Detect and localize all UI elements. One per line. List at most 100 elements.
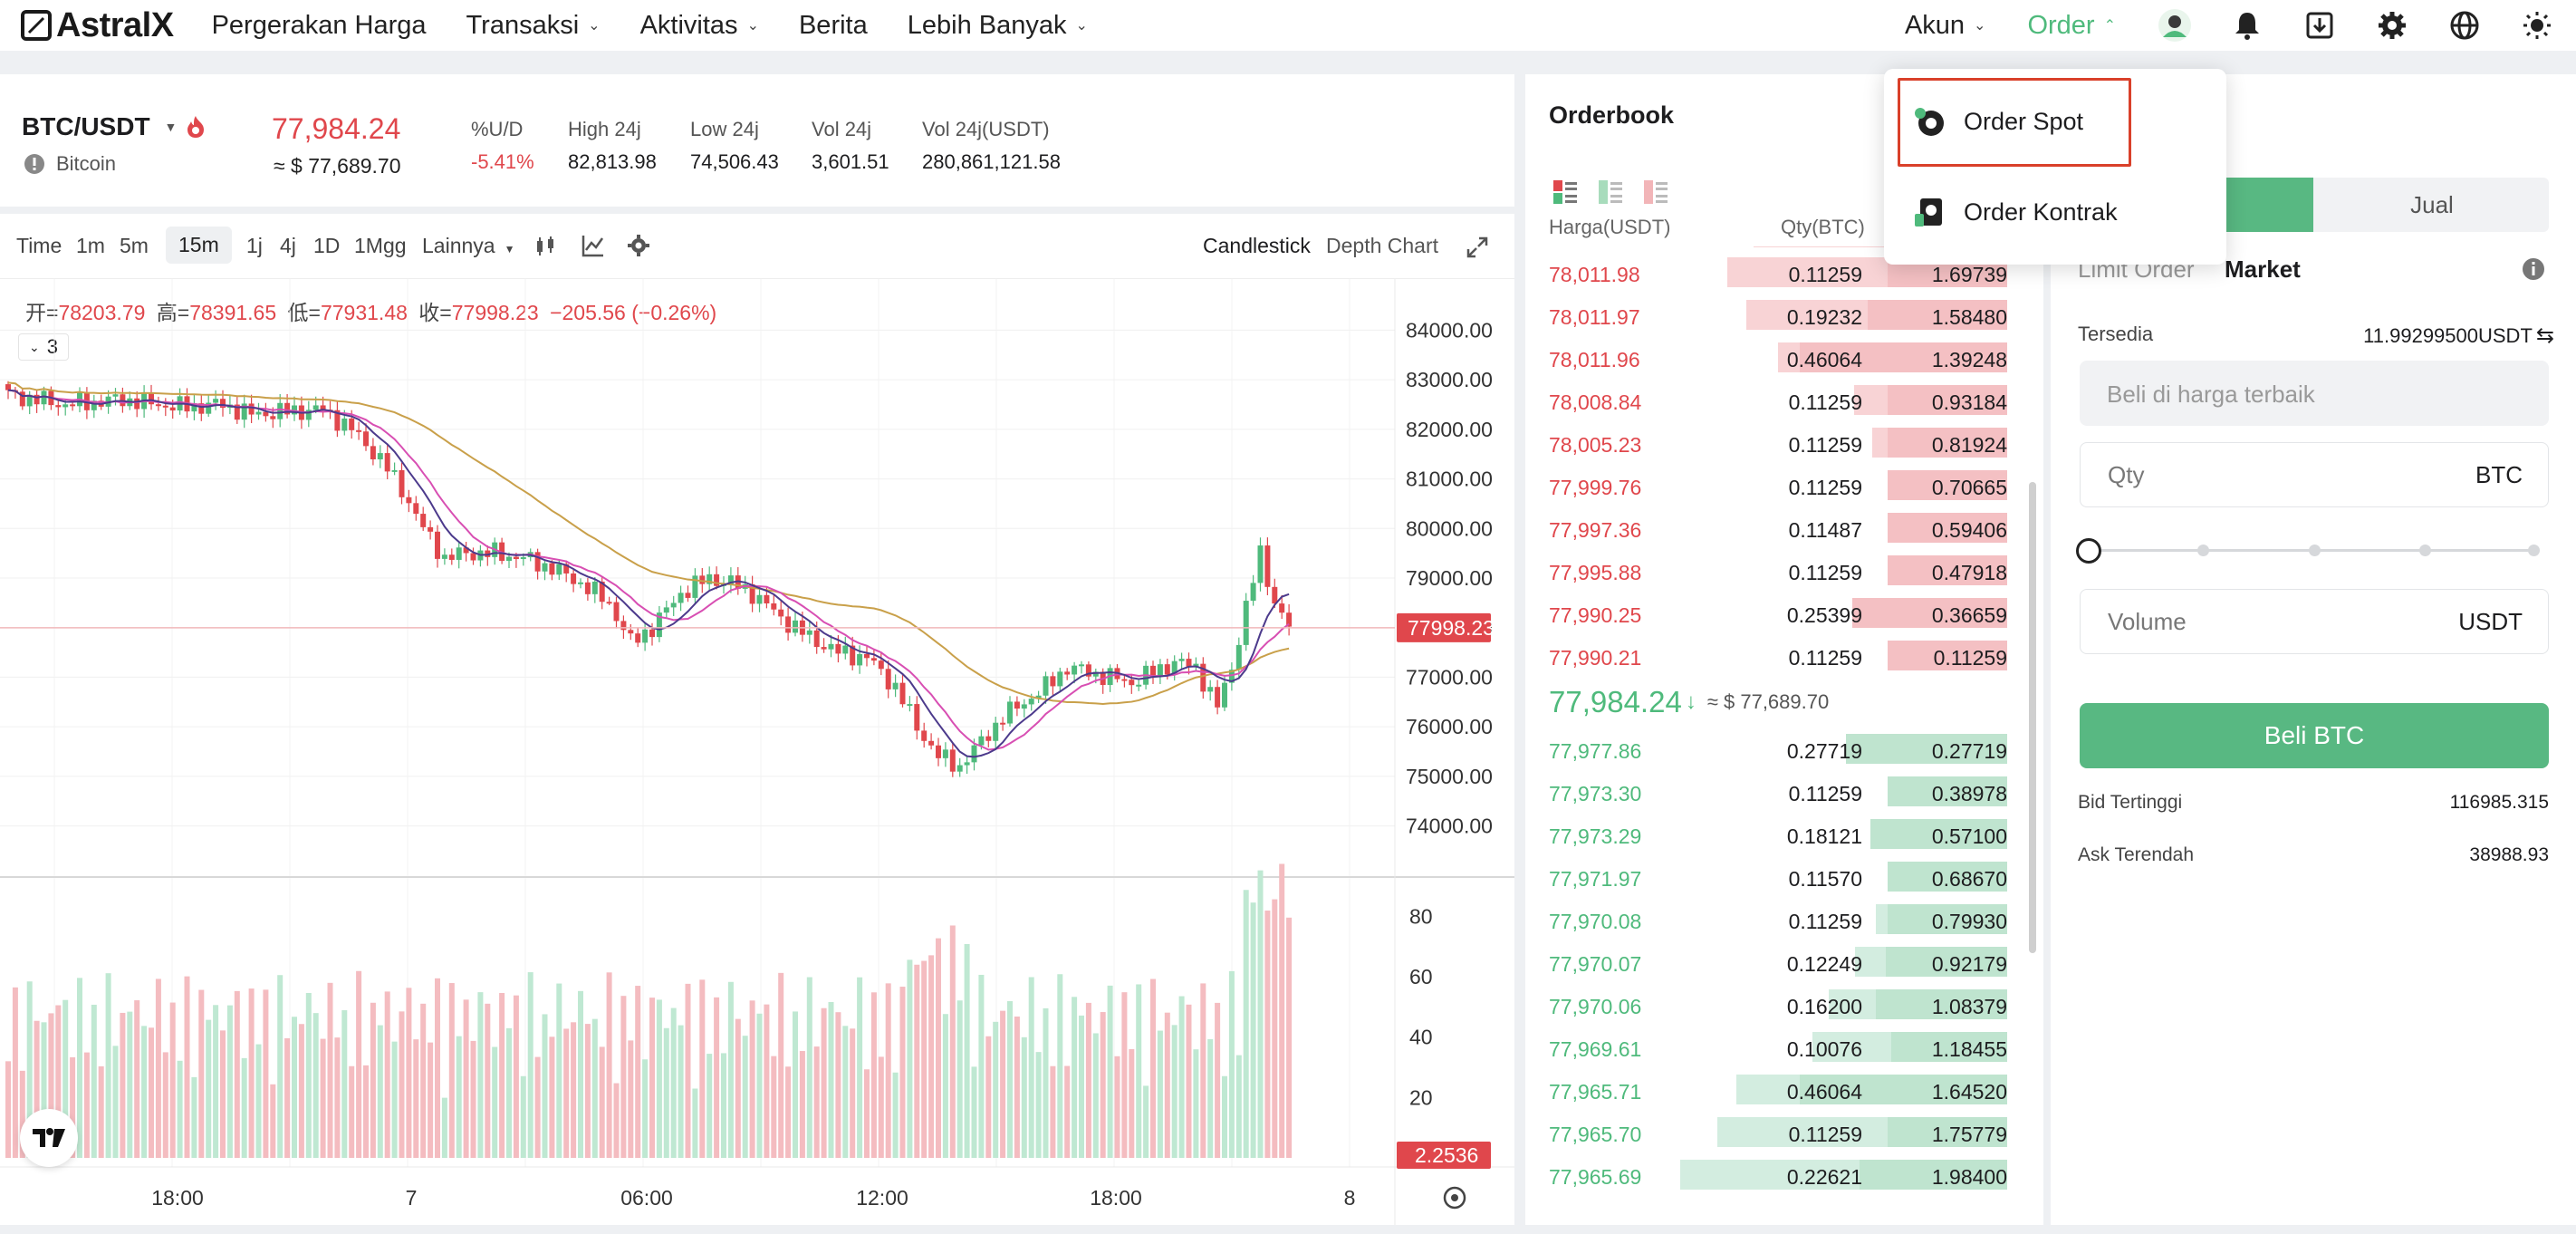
orderbook-asks-icon[interactable]: [1643, 179, 1668, 205]
volume-input[interactable]: Volume USDT: [2080, 589, 2549, 654]
pair-selector[interactable]: BTC/USDT ▼: [22, 112, 206, 141]
menu-item-order-kontrak[interactable]: Order Kontrak: [1884, 167, 2226, 257]
tradingview-logo[interactable]: [20, 1109, 78, 1167]
candle-body: [26, 394, 33, 407]
orderbook-bids-icon[interactable]: [1598, 179, 1623, 205]
ask-row[interactable]: [1525, 246, 2043, 253]
avatar[interactable]: [2158, 8, 2192, 43]
volume-bar: [220, 1030, 226, 1158]
depth-chart-tab[interactable]: Depth Chart: [1326, 234, 1439, 257]
logo[interactable]: AstralX: [20, 6, 174, 45]
candle-body: [578, 582, 583, 584]
indicator-toggle[interactable]: ⌄ 3: [18, 333, 69, 361]
nav-item-lebih-banyak[interactable]: Lebih Banyak ⌄: [908, 11, 1088, 41]
market-tab[interactable]: Market: [2225, 255, 2301, 283]
nav-item-berita[interactable]: Berita: [799, 11, 868, 41]
volume-label: Volume: [2108, 608, 2187, 635]
price-input[interactable]: Beli di harga terbaik: [2080, 361, 2549, 426]
slider-tick[interactable]: [2419, 545, 2431, 556]
volume-bar: [542, 1014, 548, 1158]
bid-row[interactable]: 77,977.86 0.27719 0.27719: [1525, 727, 2043, 769]
more-intervals[interactable]: Lainnya ▼: [422, 234, 514, 258]
candle-body: [993, 722, 999, 741]
ask-row[interactable]: 77,997.36 0.11487 0.59406: [1525, 506, 2043, 548]
volume-bar: [1272, 899, 1278, 1158]
candlestick-tab[interactable]: Candlestick: [1203, 234, 1311, 257]
volume-bar: [499, 992, 505, 1158]
fullscreen-icon[interactable]: [1466, 236, 1489, 259]
amount-slider[interactable]: [2076, 536, 2540, 564]
ask-row[interactable]: 77,990.21 0.11259 0.11259: [1525, 633, 2043, 676]
bid-row[interactable]: 77,971.97 0.11570 0.68670: [1525, 854, 2043, 897]
transfer-icon[interactable]: ⇆: [2535, 323, 2554, 348]
interval-15m[interactable]: 15m: [166, 227, 232, 264]
volume-bar: [1079, 1015, 1084, 1158]
ask-row[interactable]: 78,011.97 0.19232 1.58480: [1525, 293, 2043, 335]
candle-body: [435, 531, 440, 559]
candle-type-icon[interactable]: [534, 236, 558, 257]
bell-icon[interactable]: [2230, 8, 2264, 43]
last-price-usd: ≈ $ 77,689.70: [274, 154, 401, 178]
interval-1d[interactable]: 1D: [313, 234, 341, 257]
order-qty: 0.11259: [1788, 476, 1862, 499]
bid-row[interactable]: 77,965.71 0.46064 1.64520: [1525, 1067, 2043, 1110]
bid-row[interactable]: 77,969.61 0.10076 1.18455: [1525, 1025, 2043, 1067]
qty-bar: [1888, 904, 2007, 934]
candle-body: [34, 394, 40, 405]
gear-icon[interactable]: [2375, 8, 2409, 43]
nav-item-pergerakan-harga[interactable]: Pergerakan Harga: [212, 11, 427, 41]
orderbook-scrollbar[interactable]: [2029, 482, 2036, 953]
ask-row[interactable]: 78,011.96 0.46064 1.39248: [1525, 335, 2043, 378]
interval-1m[interactable]: 1m: [76, 234, 105, 257]
order-price: 78,011.97: [1549, 305, 1640, 329]
ask-row[interactable]: 77,995.88 0.11259 0.47918: [1525, 548, 2043, 591]
bid-row[interactable]: 77,970.08 0.11259 0.79930: [1525, 897, 2043, 940]
slider-thumb[interactable]: [2076, 538, 2101, 564]
interval-5m[interactable]: 5m: [120, 234, 149, 257]
theme-toggle-icon[interactable]: [2520, 8, 2554, 43]
interval-1j[interactable]: 1j: [246, 234, 263, 257]
menu-item-order-spot[interactable]: Order Spot: [1884, 76, 2226, 167]
globe-icon[interactable]: [2447, 8, 2482, 43]
nav-akun[interactable]: Akun ⌄: [1905, 11, 1986, 41]
candle-body: [842, 645, 849, 654]
ask-row[interactable]: 78,005.23 0.11259 0.81924: [1525, 420, 2043, 463]
indicator-icon[interactable]: [582, 234, 605, 257]
bid-row[interactable]: 77,970.07 0.12249 0.92179: [1525, 940, 2043, 982]
chevron-down-icon: ⌄: [1075, 18, 1088, 34]
candle-body: [850, 645, 856, 666]
candle-body: [1186, 659, 1192, 667]
orderbook-both-icon[interactable]: [1552, 179, 1578, 205]
nav-order[interactable]: Order ⌃: [2027, 11, 2116, 41]
interval-4j[interactable]: 4j: [280, 234, 296, 257]
bid-row[interactable]: 77,965.69 0.22621 1.98400: [1525, 1152, 2043, 1195]
slider-tick[interactable]: [2528, 545, 2540, 556]
download-icon[interactable]: [2302, 8, 2337, 43]
interval-time[interactable]: Time: [16, 234, 62, 257]
ask-row[interactable]: 78,008.84 0.11259 0.93184: [1525, 378, 2043, 420]
volume-bar: [428, 1042, 434, 1158]
candle-body: [771, 603, 777, 610]
volume-bar: [1243, 890, 1249, 1158]
chevron-up-icon: ⌃: [2103, 18, 2116, 34]
slider-tick[interactable]: [2197, 545, 2209, 556]
nav-item-transaksi[interactable]: Transaksi ⌄: [466, 11, 601, 41]
sell-tab[interactable]: Jual: [2410, 190, 2454, 218]
bid-row[interactable]: 77,973.30 0.11259 0.38978: [1525, 769, 2043, 812]
ask-row[interactable]: 77,990.25 0.25399 0.36659: [1525, 591, 2043, 633]
qty-input[interactable]: Qty BTC: [2080, 442, 2549, 507]
volume-bar: [778, 972, 784, 1158]
buy-button[interactable]: Beli BTC: [2080, 703, 2549, 768]
nav-item-aktivitas[interactable]: Aktivitas ⌄: [640, 11, 759, 41]
ask-row[interactable]: 77,999.76 0.11259 0.70665: [1525, 463, 2043, 506]
chart-settings-icon[interactable]: [627, 234, 650, 257]
bid-row[interactable]: 77,970.06 0.16200 1.08379: [1525, 982, 2043, 1025]
slider-tick[interactable]: [2309, 545, 2321, 556]
bid-row[interactable]: 77,965.70 0.11259 1.75779: [1525, 1110, 2043, 1152]
candlestick-chart[interactable]: 84000.00 83000.00 82000.00 81000.00 80000.00…: [0, 279, 1514, 1225]
candle-body: [549, 563, 555, 575]
candle-body: [1050, 676, 1056, 687]
info-icon[interactable]: [2522, 257, 2545, 281]
bid-row[interactable]: 77,973.29 0.18121 0.57100: [1525, 812, 2043, 854]
interval-1mgg[interactable]: 1Mgg: [354, 234, 407, 257]
